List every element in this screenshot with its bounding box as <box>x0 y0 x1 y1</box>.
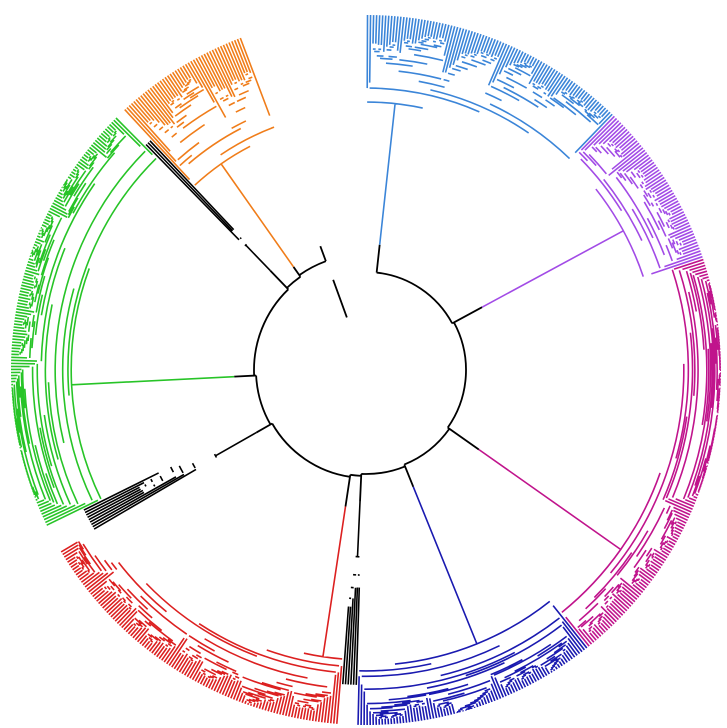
clade-2 <box>481 115 703 308</box>
clade-8 <box>10 117 235 526</box>
clade-1 <box>366 14 613 245</box>
clade-5 <box>341 501 361 685</box>
clade-9 <box>145 140 271 272</box>
tree-clades <box>10 14 721 726</box>
clade-6 <box>60 506 347 724</box>
tree-backbone <box>234 244 483 507</box>
backbone-branches <box>234 244 483 507</box>
clade-4 <box>357 486 588 726</box>
root-branch <box>332 279 348 318</box>
clade-3 <box>478 258 721 647</box>
clade-7 <box>83 431 257 530</box>
clade-10 <box>124 37 295 268</box>
